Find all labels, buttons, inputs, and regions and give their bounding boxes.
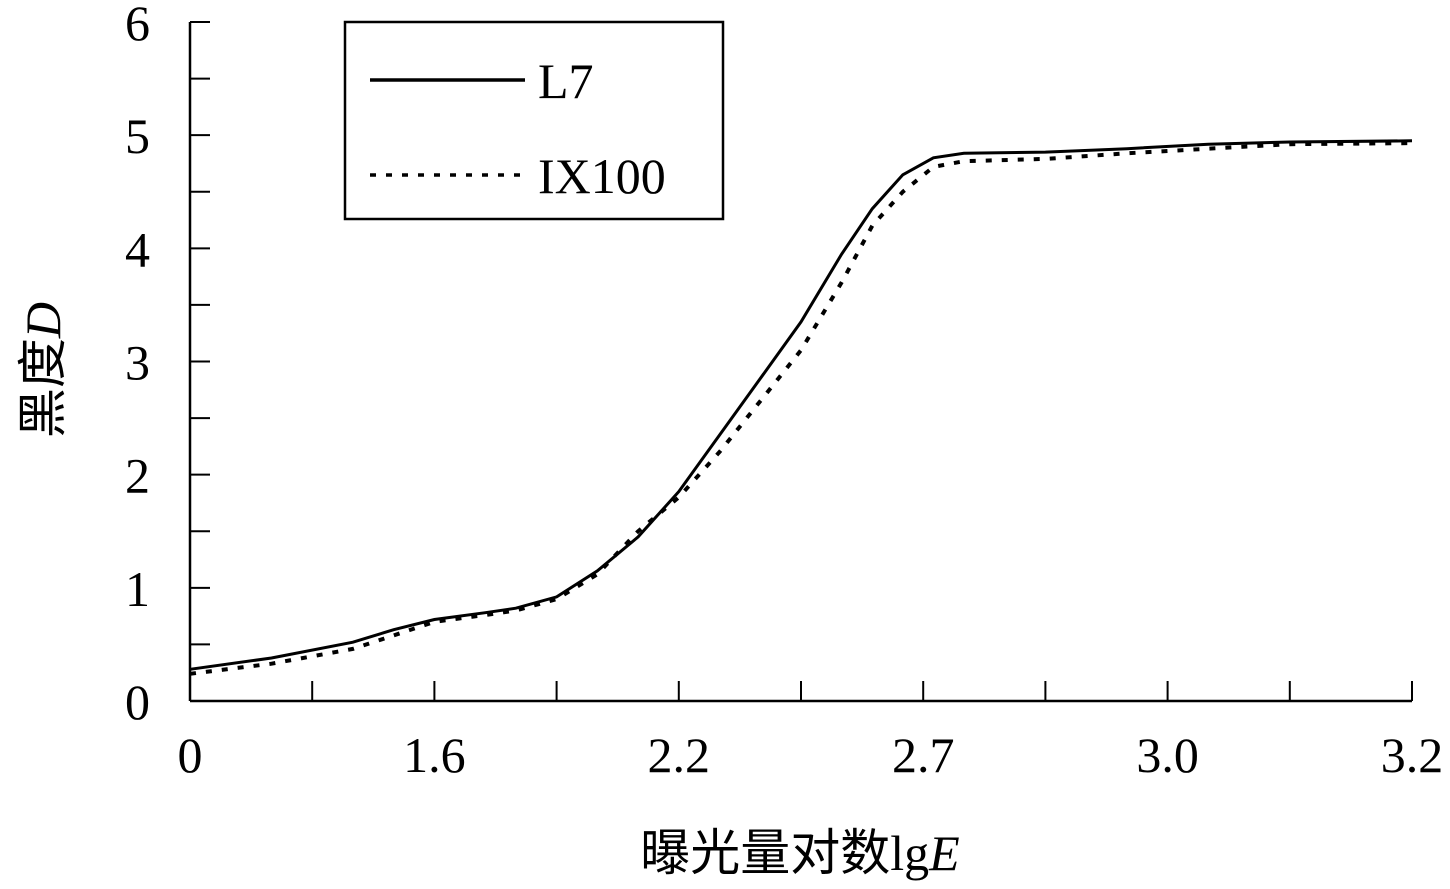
y-tick-label: 4 xyxy=(125,221,150,277)
series-layer xyxy=(189,139,1413,676)
y-tick-label: 2 xyxy=(125,448,150,504)
y-tick-label: 6 xyxy=(125,0,150,51)
x-tick-label: 0 xyxy=(178,727,203,783)
y-tick-label: 0 xyxy=(125,674,150,730)
legend-label-ix100: IX100 xyxy=(538,148,666,204)
y-tick-label: 5 xyxy=(125,108,150,164)
legend: L7 IX100 xyxy=(343,20,725,221)
series-line-l7 xyxy=(189,139,1413,671)
x-axis-title: 曝光量对数lgE xyxy=(640,825,959,881)
x-tick-label: 2.2 xyxy=(648,727,711,783)
x-tick-label: 2.7 xyxy=(892,727,955,783)
legend-box xyxy=(343,20,725,221)
legend-label-l7: L7 xyxy=(538,53,594,109)
series-line-ix100 xyxy=(189,141,1413,676)
y-tick-label: 3 xyxy=(125,335,150,391)
x-tick-label: 3.0 xyxy=(1136,727,1199,783)
ticks: 0 1.6 2.2 2.7 3.0 3.2 0 1 2 3 4 5 6 xyxy=(125,0,1443,783)
y-axis-title: 黑度D xyxy=(15,302,71,438)
y-tick-label: 1 xyxy=(125,561,150,617)
x-tick-label: 1.6 xyxy=(403,727,466,783)
x-tick-label: 3.2 xyxy=(1381,727,1444,783)
